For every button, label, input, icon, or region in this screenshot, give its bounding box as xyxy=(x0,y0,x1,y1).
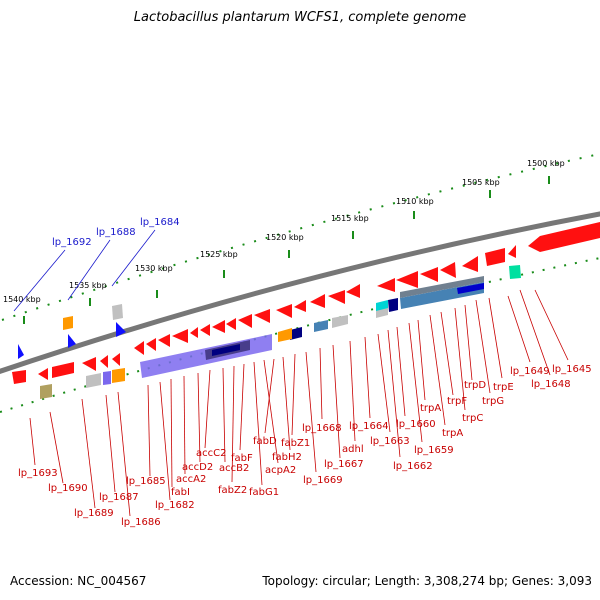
kbp-label-1510: 1510 kbp xyxy=(396,197,434,206)
gene-label-lp-1660[interactable]: lp_1660 xyxy=(396,419,436,430)
gene-arrow xyxy=(294,300,306,312)
gene-arrow xyxy=(134,341,144,355)
gene-label-fabi[interactable]: fabI xyxy=(171,487,190,498)
gene-arrow xyxy=(52,362,74,378)
kbp-label-1525: 1525 kbp xyxy=(200,250,238,259)
gene-label-lp-1648[interactable]: lp_1648 xyxy=(531,379,571,390)
gene-arrow xyxy=(100,355,108,368)
gene-label-lp-1684[interactable]: lp_1684 xyxy=(140,217,180,228)
gene-arrow xyxy=(146,338,156,351)
feature-blocks xyxy=(40,265,521,399)
gene-arrow xyxy=(68,334,76,348)
gene-label-lp-1649[interactable]: lp_1649 xyxy=(510,366,550,377)
kbp-label-1540: 1540 kbp xyxy=(3,295,41,304)
gene-label-trpc[interactable]: trpC xyxy=(462,413,483,424)
gene-label-acca2[interactable]: accA2 xyxy=(176,474,206,485)
gene-arrow xyxy=(328,290,345,304)
gene-label-lp-1669[interactable]: lp_1669 xyxy=(303,475,343,486)
gene-label-lp-1689[interactable]: lp_1689 xyxy=(74,508,114,519)
gene-label-lp-1667[interactable]: lp_1667 xyxy=(324,459,364,470)
kbp-label-1535: 1535 kbp xyxy=(69,281,107,290)
gene-label-lp-1693[interactable]: lp_1693 xyxy=(18,468,58,479)
gene-arrow xyxy=(377,278,395,292)
gene-arrow xyxy=(12,370,26,384)
gene-label-fabz1[interactable]: fabZ1 xyxy=(281,438,310,449)
gene-label-fabg1[interactable]: fabG1 xyxy=(249,487,279,498)
kbp-label-1530: 1530 kbp xyxy=(135,264,173,273)
gene-label-trpg[interactable]: trpG xyxy=(482,396,504,407)
gene-label-fabz2[interactable]: fabZ2 xyxy=(218,485,247,496)
gene-label-trpa-1[interactable]: trpA xyxy=(420,403,441,414)
gene-label-accc2[interactable]: accC2 xyxy=(196,448,226,459)
gene-label-lp-1659[interactable]: lp_1659 xyxy=(414,445,454,456)
gene-label-lp-1668[interactable]: lp_1668 xyxy=(302,423,342,434)
label-connectors xyxy=(29,289,569,517)
gene-arrow xyxy=(420,267,438,282)
gene-label-lp-1686[interactable]: lp_1686 xyxy=(121,517,161,528)
kbp-label-1505: 1505 kbp xyxy=(462,178,500,187)
gene-label-trpe[interactable]: trpE xyxy=(493,382,514,393)
gene-arrow xyxy=(200,324,210,336)
blue-genes xyxy=(18,322,126,359)
gene-label-acpa2[interactable]: acpA2 xyxy=(265,465,296,476)
gene-label-lp-1692[interactable]: lp_1692 xyxy=(52,237,92,248)
gene-label-accd2[interactable]: accD2 xyxy=(182,462,213,473)
gene-arrow xyxy=(396,271,418,288)
gene-arrow xyxy=(112,353,120,366)
gene-label-fabf[interactable]: fabF xyxy=(231,453,253,464)
gene-arrow xyxy=(276,304,292,318)
gene-arrow xyxy=(238,314,252,328)
gene-label-lp-1682[interactable]: lp_1682 xyxy=(155,500,195,511)
gene-label-lp-1685[interactable]: lp_1685 xyxy=(126,476,166,487)
gene-arrow xyxy=(212,320,225,333)
footer-accession: Accession: NC_004567 xyxy=(10,574,147,588)
gene-arrow xyxy=(310,294,325,308)
gene-arrow xyxy=(82,357,96,371)
gene-label-accb2[interactable]: accB2 xyxy=(219,463,249,474)
page-title: Lactobacillus plantarum WCFS1, complete … xyxy=(133,10,467,25)
gene-label-fabd[interactable]: fabD xyxy=(253,436,277,447)
gene-arrow xyxy=(254,309,270,323)
footer-summary: Topology: circular; Length: 3,308,274 bp… xyxy=(262,574,592,588)
gene-arrow xyxy=(158,334,170,347)
gene-arrow xyxy=(346,284,360,298)
gene-arrow xyxy=(190,327,198,338)
gene-arrow xyxy=(485,248,505,266)
gene-arrow xyxy=(18,344,24,359)
gene-arrow xyxy=(440,262,456,278)
forward-genes xyxy=(12,222,600,384)
gene-label-lp-1645[interactable]: lp_1645 xyxy=(552,364,592,375)
gene-arrow xyxy=(116,322,126,337)
genome-backbone xyxy=(0,211,600,374)
gene-arrow xyxy=(508,245,516,258)
kbp-label-1520: 1520 kbp xyxy=(266,233,304,242)
gene-label-lp-1664[interactable]: lp_1664 xyxy=(349,421,389,432)
blue-connectors xyxy=(13,229,156,312)
kbp-label-1500: 1500 kbp xyxy=(527,159,565,168)
gene-label-lp-1690[interactable]: lp_1690 xyxy=(48,483,88,494)
gene-label-lp-1663[interactable]: lp_1663 xyxy=(370,436,410,447)
gene-label-trpa-2[interactable]: trpA xyxy=(442,428,463,439)
gene-arrow xyxy=(38,368,48,380)
gene-label-trpf[interactable]: trpF xyxy=(447,396,467,407)
kbp-label-1515: 1515 kbp xyxy=(331,214,369,223)
gene-arrow xyxy=(172,329,188,343)
gene-label-lp-1688[interactable]: lp_1688 xyxy=(96,227,136,238)
gene-label-trpd[interactable]: trpD xyxy=(464,380,486,391)
gene-arrow xyxy=(462,256,478,272)
scale-major-ticks xyxy=(23,176,550,324)
gene-label-lp-1662[interactable]: lp_1662 xyxy=(393,461,433,472)
gene-label-lp-1687[interactable]: lp_1687 xyxy=(99,492,139,503)
gene-label-adhl[interactable]: adhl xyxy=(342,444,364,455)
gene-label-fabh2[interactable]: fabH2 xyxy=(272,452,302,463)
gene-arrow xyxy=(528,222,600,252)
gene-arrow xyxy=(226,318,236,330)
